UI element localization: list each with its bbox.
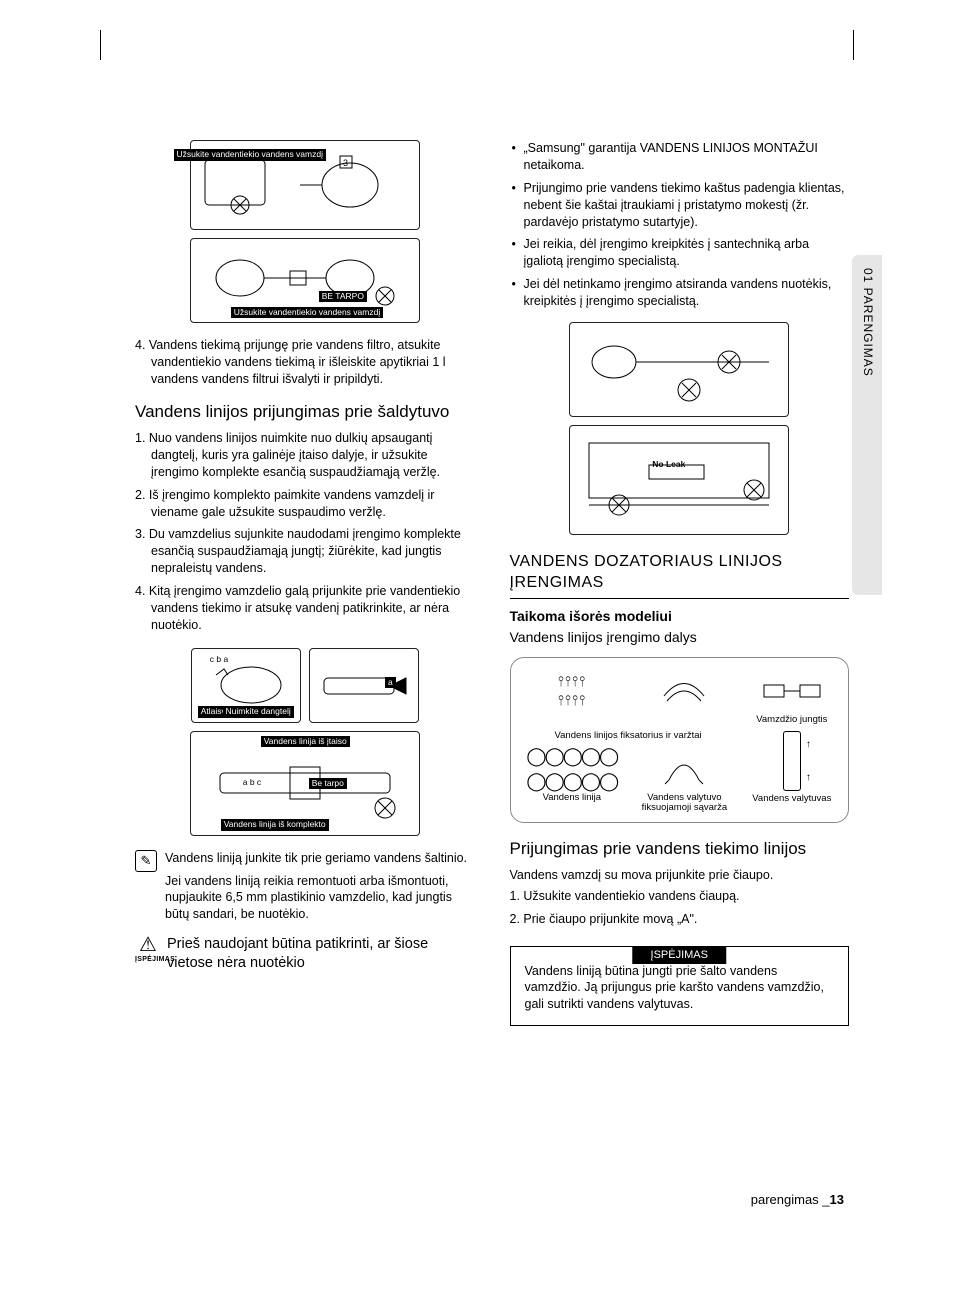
diagram-group-top: 3 Užsukite vandentiekio vandens vamzdį U… xyxy=(135,140,475,323)
part-label: Vandens linijos fiksatorius ir varžtai xyxy=(555,731,702,741)
part-label: Vamzdžio jungtis xyxy=(756,715,827,725)
side-tab-label: 01 PARENGIMAS xyxy=(860,268,876,377)
part-purifier: Vandens valytuvas xyxy=(746,731,838,813)
diagram-loosen: c b a Atlaisvinkite Nuimkite dangtelį xyxy=(191,648,301,723)
page-content: 3 Užsukite vandentiekio vandens vamzdį U… xyxy=(135,140,849,1179)
diagram-check-1 xyxy=(569,322,789,417)
note-text: Vandens liniją junkite tik prie geriamo … xyxy=(165,850,475,924)
heading-dispenser: VANDENS DOZATORIAUS LINIJOS ĮRENGIMAS xyxy=(510,551,850,599)
step4-pre: 4. Vandens tiekimą prijungę prie vandens… xyxy=(135,337,475,388)
diagram-sketch xyxy=(200,248,410,313)
part-fixator-label: Vandens linijos fiksatorius ir varžtai xyxy=(521,731,736,741)
diagram-group-mid: c b a Atlaisvinkite Nuimkite dangtelį a … xyxy=(135,648,475,836)
para-connect: Vandens vamzdį su mova prijunkite prie č… xyxy=(510,867,850,884)
list-item: 1. Užsukite vandentiekio vandens čiaupą. xyxy=(510,888,850,905)
list-item: 2. Prie čiaupo prijunkite movą „A". xyxy=(510,911,850,928)
diagram-label: Vandens linija iš įtaiso xyxy=(261,736,350,747)
note-icon: ✎ xyxy=(135,850,157,872)
diagram-filter-1: 3 Užsukite vandentiekio vandens vamzdį xyxy=(190,140,420,230)
list-item: 1. Nuo vandens linijos nuimkite nuo dulk… xyxy=(135,430,475,481)
crop-mark-left xyxy=(100,30,101,60)
diagram-label: Nuimkite dangtelį xyxy=(223,706,294,717)
part-connector: Vamzdžio jungtis xyxy=(746,670,838,725)
warning-box: ĮSPĖJIMAS Vandens liniją būtina jungti p… xyxy=(510,946,850,1027)
part-label: Vandens linija xyxy=(543,793,601,803)
crop-mark-right xyxy=(853,30,854,60)
heading-connect-line: Vandens linijos prijungimas prie šaldytu… xyxy=(135,402,475,422)
note-block: ✎ Vandens liniją junkite tik prie geriam… xyxy=(135,850,475,924)
part-fixator: ⫯⫯⫯⫯⫯⫯⫯⫯ xyxy=(521,670,624,725)
right-column: „Samsung" garantija VANDENS LINIJOS MONT… xyxy=(510,140,850,1179)
diagram-filter-2: Užsukite vandentiekio vandens vamzdį BE … xyxy=(190,238,420,323)
diagram-label: Be tarpo xyxy=(309,778,347,789)
warning-box-text: Vandens liniją būtina jungti prie šalto … xyxy=(525,963,835,1014)
list-item: Jei reikia, dėl įrengimo kreipkitės į sa… xyxy=(510,236,850,270)
list-item: 4. Vandens tiekimą prijungę prie vandens… xyxy=(135,337,475,388)
part-clamp: Vandens valytuvo fiksuojamoji sąvarža xyxy=(633,748,736,814)
svg-text:3: 3 xyxy=(343,158,348,168)
list-item: 4. Kitą įrengimo vamzdelio galą prijunki… xyxy=(135,583,475,634)
list-item: Jei dėl netinkamo įrengimo atsiranda van… xyxy=(510,276,850,310)
left-column: 3 Užsukite vandentiekio vandens vamzdį U… xyxy=(135,140,475,1179)
heading-connect-supply: Prijungimas prie vandens tiekimo linijos xyxy=(510,839,850,859)
diagram-label: Užsukite vandentiekio vandens vamzdį xyxy=(231,307,383,318)
subheading-model: Taikoma išorės modeliui xyxy=(510,607,850,626)
diagram-label: No Leak xyxy=(652,460,685,469)
warning-text: Prieš naudojant būtina patikrinti, ar ši… xyxy=(167,935,475,973)
list-item: 3. Du vamzdelius sujunkite naudodami įre… xyxy=(135,526,475,577)
warning-box-tab: ĮSPĖJIMAS xyxy=(633,946,726,965)
steps-list-2: 1. Užsukite vandentiekio vandens čiaupą.… xyxy=(510,888,850,928)
diagram-label: BE TARPO xyxy=(319,291,367,302)
parts-box: ⫯⫯⫯⫯⫯⫯⫯⫯ Vamzdžio jungtis Vandens linijo… xyxy=(510,657,850,823)
diagram-group-right: No Leak xyxy=(510,322,850,535)
part-clip-img xyxy=(633,670,736,725)
diagram-check-2: No Leak xyxy=(569,425,789,535)
footer-page: 13 xyxy=(830,1192,844,1207)
diagram-join: Vandens linija iš įtaiso a b c Be tarpo … xyxy=(190,731,420,836)
page-footer: parengimas _13 xyxy=(751,1191,844,1209)
list-item: 2. Iš įrengimo komplekto paimkite vanden… xyxy=(135,487,475,521)
diagram-label: c b a xyxy=(210,655,228,664)
warning-icon: ⚠ ĮSPĖJIMAS xyxy=(135,935,161,964)
diagram-label: a b c xyxy=(243,778,261,787)
part-waterline: ◯◯◯◯◯◯◯◯◯◯ Vandens linija xyxy=(521,748,624,814)
list-item: Prijungimo prie vandens tiekimo kaštus p… xyxy=(510,180,850,231)
diagram-label: Užsukite vandentiekio vandens vamzdį xyxy=(174,149,326,160)
bullet-list: „Samsung" garantija VANDENS LINIJOS MONT… xyxy=(510,140,850,310)
part-label: Vandens valytuvas xyxy=(752,794,831,804)
diagram-label: a xyxy=(385,677,396,688)
footer-label: parengimas _ xyxy=(751,1192,830,1207)
diagram-insert: a xyxy=(309,648,419,723)
diagram-label: Vandens linija iš komplekto xyxy=(221,819,329,830)
warning-inline: ⚠ ĮSPĖJIMAS Prieš naudojant būtina patik… xyxy=(135,935,475,973)
note-line: Vandens liniją junkite tik prie geriamo … xyxy=(165,850,475,867)
lead-parts: Vandens linijos įrengimo dalys xyxy=(510,628,850,647)
list-item: „Samsung" garantija VANDENS LINIJOS MONT… xyxy=(510,140,850,174)
part-label: Vandens valytuvo fiksuojamoji sąvarža xyxy=(633,793,736,814)
steps-list-1: 1. Nuo vandens linijos nuimkite nuo dulk… xyxy=(135,430,475,634)
note-line: Jei vandens liniją reikia remontuoti arb… xyxy=(165,873,475,924)
